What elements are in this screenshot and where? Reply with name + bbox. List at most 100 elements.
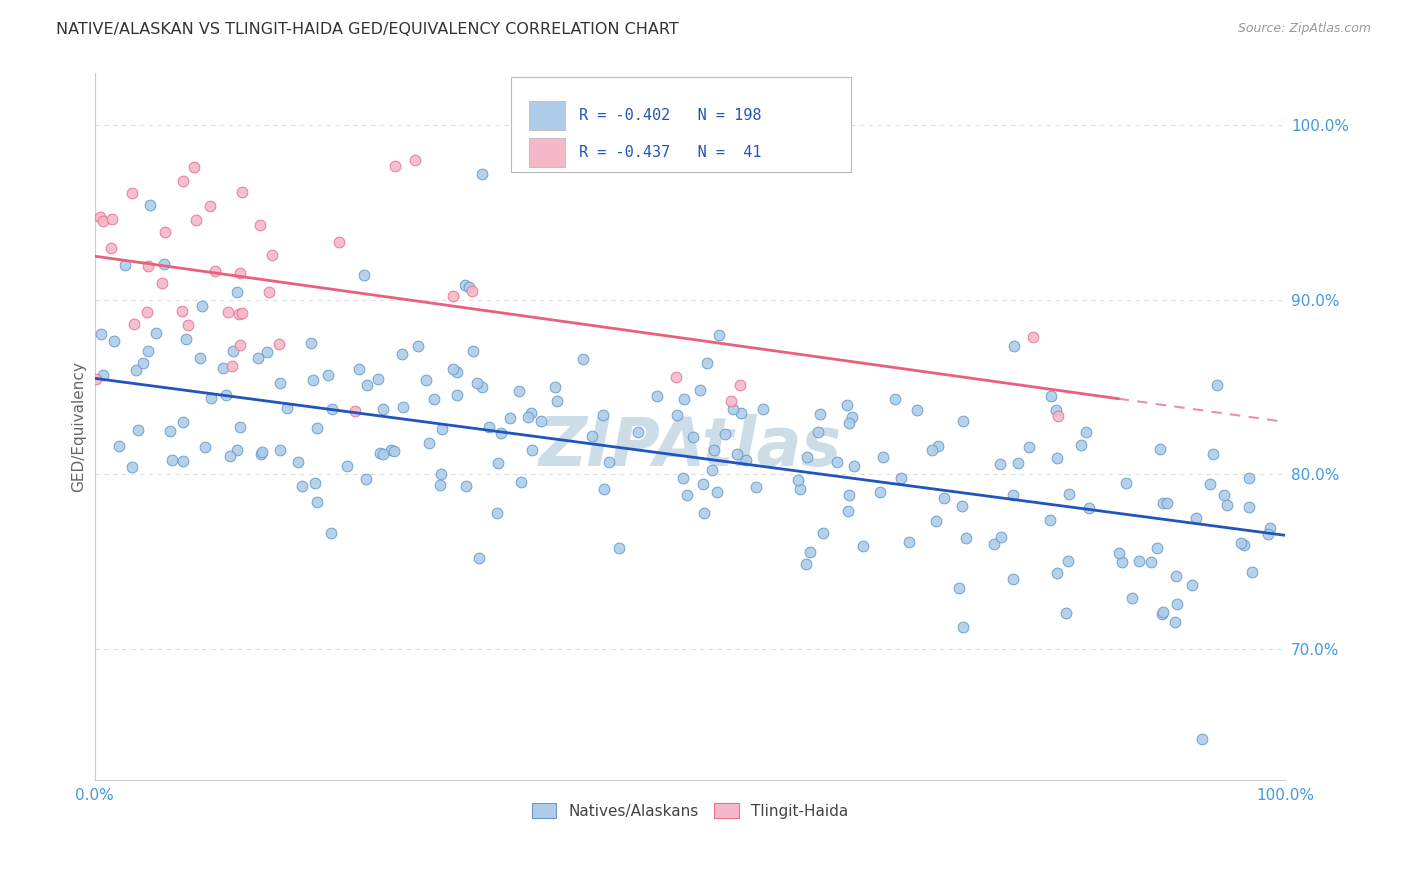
Point: [305, 421, 328, 435]
Point: [1128, 554, 1150, 568]
Point: [1002, 339, 1025, 353]
Text: NATIVE/ALASKAN VS TLINGIT-HAIDA GED/EQUIVALENCY CORRELATION CHART: NATIVE/ALASKAN VS TLINGIT-HAIDA GED/EQUI…: [56, 22, 679, 37]
Point: [990, 458, 1012, 472]
Point: [353, 268, 375, 282]
Point: [159, 425, 181, 439]
Point: [231, 306, 253, 320]
Point: [252, 444, 274, 458]
Point: [471, 167, 494, 181]
Point: [121, 186, 143, 201]
Point: [1040, 389, 1063, 403]
Point: [1046, 566, 1069, 581]
Point: [709, 328, 731, 343]
Point: [114, 258, 136, 272]
Point: [1056, 554, 1078, 568]
Point: [1121, 591, 1143, 605]
Point: [276, 401, 298, 415]
Point: [465, 376, 488, 391]
Point: [706, 484, 728, 499]
Point: [382, 443, 405, 458]
Point: [371, 401, 394, 416]
Point: [1001, 488, 1024, 502]
Point: [356, 377, 378, 392]
Point: [183, 161, 205, 175]
Point: [825, 455, 848, 469]
Point: [485, 507, 508, 521]
Point: [170, 304, 193, 318]
Point: [673, 392, 696, 407]
Point: [811, 526, 834, 541]
Point: [218, 449, 240, 463]
Point: [1115, 475, 1137, 490]
Point: [486, 456, 509, 470]
Point: [1057, 486, 1080, 500]
Point: [598, 455, 620, 469]
Point: [626, 425, 648, 439]
Point: [212, 361, 235, 376]
Point: [720, 394, 742, 409]
Point: [948, 582, 970, 596]
Point: [841, 410, 863, 425]
Point: [921, 442, 943, 457]
Point: [905, 403, 928, 417]
Point: [247, 351, 270, 366]
Point: [135, 304, 157, 318]
Point: [1191, 732, 1213, 747]
Point: [572, 351, 595, 366]
Point: [728, 378, 751, 392]
Point: [415, 373, 437, 387]
Legend: Natives/Alaskans, Tlingit-Haida: Natives/Alaskans, Tlingit-Haida: [526, 797, 853, 825]
Point: [852, 539, 875, 553]
Point: [842, 458, 865, 473]
Point: [1018, 440, 1040, 454]
Point: [305, 495, 328, 509]
Point: [925, 514, 948, 528]
Point: [150, 276, 173, 290]
Point: [354, 472, 377, 486]
Point: [581, 429, 603, 443]
Point: [1078, 501, 1101, 516]
Point: [231, 185, 253, 199]
Point: [468, 551, 491, 566]
Point: [489, 425, 512, 440]
Point: [1146, 541, 1168, 555]
Point: [734, 453, 756, 467]
Point: [316, 368, 339, 382]
Point: [1206, 378, 1229, 392]
Point: [380, 442, 402, 457]
Point: [174, 332, 197, 346]
Point: [108, 439, 131, 453]
Point: [665, 369, 688, 384]
Text: R = -0.402   N = 198: R = -0.402 N = 198: [579, 108, 762, 123]
Point: [100, 212, 122, 227]
Point: [336, 458, 359, 473]
Point: [446, 365, 468, 379]
Point: [1213, 488, 1236, 502]
Point: [1111, 555, 1133, 569]
Point: [675, 488, 697, 502]
Point: [228, 306, 250, 320]
Point: [1074, 425, 1097, 440]
Point: [499, 410, 522, 425]
Point: [682, 430, 704, 444]
Point: [194, 441, 217, 455]
Point: [1045, 402, 1067, 417]
Text: R = -0.437   N =  41: R = -0.437 N = 41: [579, 145, 762, 160]
Point: [257, 285, 280, 300]
Point: [1149, 442, 1171, 456]
Point: [172, 415, 194, 429]
Point: [1156, 496, 1178, 510]
Text: ZIPAtlas: ZIPAtlas: [538, 415, 841, 481]
Point: [221, 344, 243, 359]
Point: [328, 235, 350, 249]
Point: [744, 480, 766, 494]
Point: [1229, 536, 1251, 550]
Point: [837, 398, 859, 412]
Point: [347, 362, 370, 376]
Point: [520, 406, 543, 420]
Point: [950, 499, 973, 513]
Point: [883, 392, 905, 406]
Point: [807, 425, 830, 440]
Point: [269, 443, 291, 458]
Point: [983, 537, 1005, 551]
